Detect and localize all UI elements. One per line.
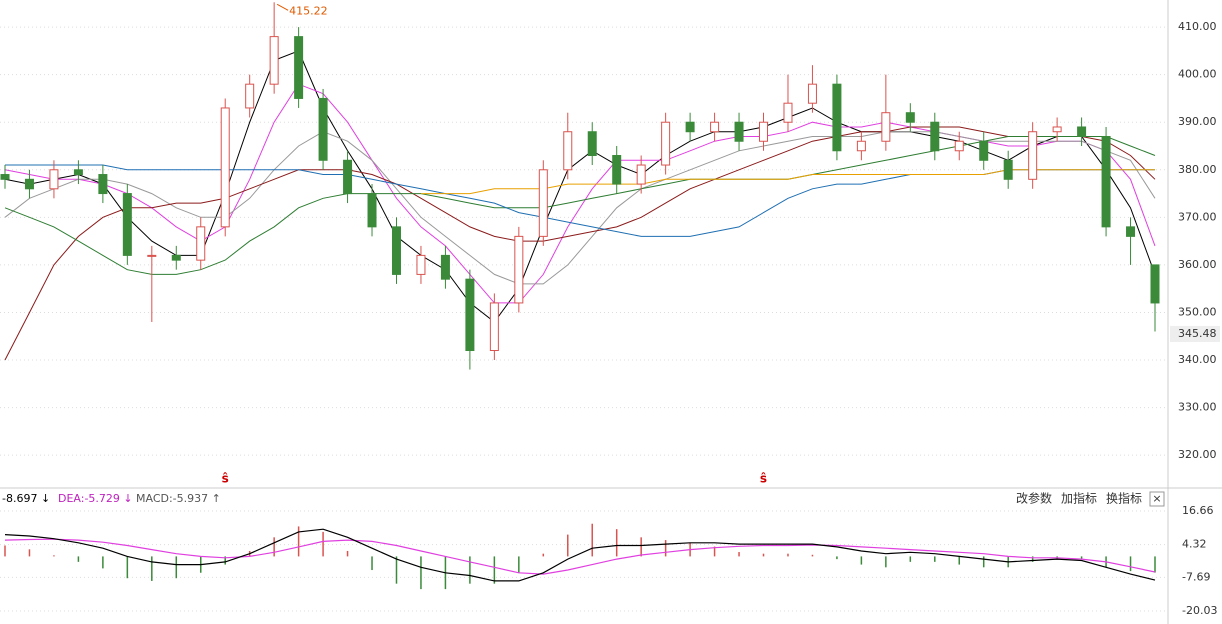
candle-body — [391, 226, 401, 275]
candle-body — [98, 174, 108, 195]
candle-body — [1126, 226, 1136, 237]
candle-body — [147, 254, 157, 257]
y-tick-label: 380.00 — [1178, 163, 1217, 176]
candle-body — [563, 131, 573, 171]
indicator-value: DEA:-5.729 ↓ — [58, 492, 133, 505]
candle-body — [73, 169, 83, 176]
candle-body — [0, 174, 10, 180]
candle-body — [538, 169, 548, 237]
candle-body — [710, 121, 720, 133]
dif-line — [4, 528, 1156, 582]
indicator-button[interactable]: 加指标 — [1061, 491, 1097, 506]
candle-body — [269, 36, 279, 85]
candle-body — [122, 193, 132, 256]
candle-body — [220, 107, 230, 228]
candle-body — [734, 121, 744, 142]
candle-body — [661, 121, 671, 166]
candle-body — [1052, 126, 1062, 133]
candle-body — [905, 112, 915, 123]
candle-body — [759, 121, 769, 142]
candle-body — [343, 159, 353, 195]
candle-body — [783, 102, 793, 123]
candle-body — [367, 193, 377, 228]
indicator-button[interactable]: 改参数 — [1016, 491, 1052, 506]
indicator-button[interactable]: 换指标 — [1106, 491, 1142, 506]
candle-body — [930, 121, 940, 152]
y-tick-label: 4.32 — [1182, 538, 1207, 551]
y-tick-label: 16.66 — [1182, 504, 1214, 517]
y-tick-label: 400.00 — [1178, 68, 1217, 81]
y-tick-label: -7.69 — [1182, 570, 1210, 583]
candle-body — [979, 140, 989, 161]
y-tick-label: 350.00 — [1178, 305, 1217, 318]
y-tick-label: 360.00 — [1178, 258, 1217, 271]
y-tick-label: 320.00 — [1178, 448, 1217, 461]
y-tick-label: 410.00 — [1178, 20, 1217, 33]
candle-body — [587, 131, 597, 157]
close-button[interactable]: × — [1152, 492, 1161, 505]
close-button-box[interactable] — [1149, 491, 1165, 507]
y-tick-label: 390.00 — [1178, 115, 1217, 128]
candle-body — [856, 140, 866, 152]
moving-average-line — [4, 126, 1156, 361]
candle-body — [1003, 159, 1013, 180]
peak-label: 415.22 — [289, 4, 328, 17]
candle-body — [24, 178, 34, 190]
candle-body — [954, 140, 964, 152]
candle-body — [49, 169, 59, 190]
candle-body — [685, 121, 695, 133]
candle-body — [1150, 264, 1160, 304]
moving-average-line — [4, 131, 1156, 285]
candle-body — [245, 83, 255, 109]
candle-body — [514, 235, 524, 304]
signal-marker: ŝ — [222, 472, 229, 486]
y-tick-label: -20.03 — [1182, 604, 1217, 617]
candle-body — [294, 36, 304, 99]
candle-body — [318, 97, 328, 161]
candle-body — [440, 254, 450, 280]
dea-line — [4, 538, 1156, 575]
candle-body — [1077, 126, 1087, 137]
candle-body — [807, 83, 817, 104]
candle-body — [832, 83, 842, 152]
y-tick-label: 340.00 — [1178, 353, 1217, 366]
signal-marker: ŝ — [760, 472, 767, 486]
candle-body — [612, 155, 622, 185]
peak-arrow — [276, 3, 289, 11]
indicator-value: -8.697 ↓ — [2, 492, 50, 505]
candle-body — [881, 112, 891, 142]
candle-body — [1101, 135, 1111, 228]
candle-body — [416, 254, 426, 275]
candle-body — [636, 164, 646, 185]
candle-body — [489, 302, 499, 352]
candle-body — [1028, 131, 1038, 180]
y-tick-label: 370.00 — [1178, 210, 1217, 223]
candle-body — [171, 254, 181, 261]
indicator-value: MACD:-5.937 ↑ — [136, 492, 221, 505]
last-price-box — [1170, 325, 1220, 342]
candle-body — [465, 278, 475, 352]
last-price-label: 345.48 — [1178, 327, 1217, 340]
candle-body — [196, 226, 206, 261]
y-tick-label: 330.00 — [1178, 401, 1217, 414]
